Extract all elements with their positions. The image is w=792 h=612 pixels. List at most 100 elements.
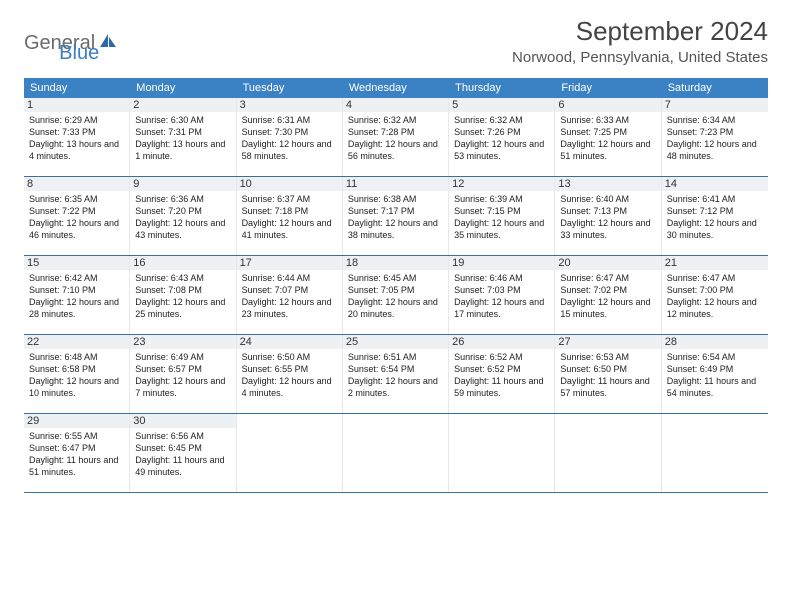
week-row: 29Sunrise: 6:55 AMSunset: 6:47 PMDayligh… xyxy=(24,414,768,493)
daylight-line: Daylight: 13 hours and 1 minute. xyxy=(135,138,230,162)
weekday-header-cell: Tuesday xyxy=(237,78,343,98)
sunrise-line: Sunrise: 6:31 AM xyxy=(242,114,337,126)
weekday-header-row: SundayMondayTuesdayWednesdayThursdayFrid… xyxy=(24,78,768,98)
daylight-line: Daylight: 11 hours and 49 minutes. xyxy=(135,454,230,478)
sunset-line: Sunset: 7:26 PM xyxy=(454,126,549,138)
sunset-line: Sunset: 7:23 PM xyxy=(667,126,763,138)
day-number: 12 xyxy=(449,177,554,191)
daylight-line: Daylight: 12 hours and 35 minutes. xyxy=(454,217,549,241)
week-row: 15Sunrise: 6:42 AMSunset: 7:10 PMDayligh… xyxy=(24,256,768,335)
sunrise-line: Sunrise: 6:40 AM xyxy=(560,193,655,205)
day-cell: 17Sunrise: 6:44 AMSunset: 7:07 PMDayligh… xyxy=(237,256,343,334)
sunset-line: Sunset: 7:31 PM xyxy=(135,126,230,138)
sunset-line: Sunset: 7:28 PM xyxy=(348,126,443,138)
day-number: 11 xyxy=(343,177,448,191)
sunrise-line: Sunrise: 6:42 AM xyxy=(29,272,124,284)
header: General Blue September 2024 Norwood, Pen… xyxy=(0,0,792,70)
daylight-line: Daylight: 12 hours and 15 minutes. xyxy=(560,296,655,320)
sunset-line: Sunset: 7:02 PM xyxy=(560,284,655,296)
day-cell: 6Sunrise: 6:33 AMSunset: 7:25 PMDaylight… xyxy=(555,98,661,176)
day-cell: 25Sunrise: 6:51 AMSunset: 6:54 PMDayligh… xyxy=(343,335,449,413)
day-cell: 3Sunrise: 6:31 AMSunset: 7:30 PMDaylight… xyxy=(237,98,343,176)
day-number: 17 xyxy=(237,256,342,270)
sunrise-line: Sunrise: 6:38 AM xyxy=(348,193,443,205)
location-text: Norwood, Pennsylvania, United States xyxy=(512,49,768,66)
sunset-line: Sunset: 7:30 PM xyxy=(242,126,337,138)
sunset-line: Sunset: 7:15 PM xyxy=(454,205,549,217)
day-cell: 29Sunrise: 6:55 AMSunset: 6:47 PMDayligh… xyxy=(24,414,130,492)
sunrise-line: Sunrise: 6:35 AM xyxy=(29,193,124,205)
sunset-line: Sunset: 6:50 PM xyxy=(560,363,655,375)
day-cell: 8Sunrise: 6:35 AMSunset: 7:22 PMDaylight… xyxy=(24,177,130,255)
daylight-line: Daylight: 12 hours and 7 minutes. xyxy=(135,375,230,399)
sunrise-line: Sunrise: 6:29 AM xyxy=(29,114,124,126)
sunrise-line: Sunrise: 6:55 AM xyxy=(29,430,124,442)
weekday-header-cell: Saturday xyxy=(662,78,768,98)
day-cell: 26Sunrise: 6:52 AMSunset: 6:52 PMDayligh… xyxy=(449,335,555,413)
sunrise-line: Sunrise: 6:32 AM xyxy=(348,114,443,126)
sunset-line: Sunset: 7:13 PM xyxy=(560,205,655,217)
sunset-line: Sunset: 7:20 PM xyxy=(135,205,230,217)
daylight-line: Daylight: 12 hours and 25 minutes. xyxy=(135,296,230,320)
day-number: 6 xyxy=(555,98,660,112)
daylight-line: Daylight: 12 hours and 2 minutes. xyxy=(348,375,443,399)
sunrise-line: Sunrise: 6:54 AM xyxy=(667,351,763,363)
daylight-line: Daylight: 12 hours and 12 minutes. xyxy=(667,296,763,320)
sunset-line: Sunset: 7:07 PM xyxy=(242,284,337,296)
day-cell: 22Sunrise: 6:48 AMSunset: 6:58 PMDayligh… xyxy=(24,335,130,413)
daylight-line: Daylight: 12 hours and 10 minutes. xyxy=(29,375,124,399)
day-cell: 7Sunrise: 6:34 AMSunset: 7:23 PMDaylight… xyxy=(662,98,768,176)
day-cell: 24Sunrise: 6:50 AMSunset: 6:55 PMDayligh… xyxy=(237,335,343,413)
weekday-header-cell: Sunday xyxy=(24,78,130,98)
day-cell: 4 Sunrise: 6:32 AMSunset: 7:28 PMDaylight… xyxy=(343,98,449,176)
day-number: 1 xyxy=(24,98,129,112)
day-number: 20 xyxy=(555,256,660,270)
day-cell: 13Sunrise: 6:40 AMSunset: 7:13 PMDayligh… xyxy=(555,177,661,255)
week-row: 8Sunrise: 6:35 AMSunset: 7:22 PMDaylight… xyxy=(24,177,768,256)
day-number: 21 xyxy=(662,256,768,270)
empty-day-cell xyxy=(555,414,661,492)
daylight-line: Daylight: 12 hours and 56 minutes. xyxy=(348,138,443,162)
day-cell: 23Sunrise: 6:49 AMSunset: 6:57 PMDayligh… xyxy=(130,335,236,413)
empty-day-cell xyxy=(237,414,343,492)
logo-sail-icon xyxy=(99,33,117,54)
day-number: 2 xyxy=(130,98,235,112)
sunrise-line: Sunrise: 6:49 AM xyxy=(135,351,230,363)
sunset-line: Sunset: 7:12 PM xyxy=(667,205,763,217)
sunset-line: Sunset: 7:03 PM xyxy=(454,284,549,296)
sunset-line: Sunset: 6:55 PM xyxy=(242,363,337,375)
day-number: 13 xyxy=(555,177,660,191)
daylight-line: Daylight: 12 hours and 17 minutes. xyxy=(454,296,549,320)
week-row: 1Sunrise: 6:29 AMSunset: 7:33 PMDaylight… xyxy=(24,98,768,177)
sunrise-line: Sunrise: 6:48 AM xyxy=(29,351,124,363)
sunset-line: Sunset: 7:25 PM xyxy=(560,126,655,138)
daylight-line: Daylight: 13 hours and 4 minutes. xyxy=(29,138,124,162)
sunset-line: Sunset: 6:47 PM xyxy=(29,442,124,454)
day-cell: 12Sunrise: 6:39 AMSunset: 7:15 PMDayligh… xyxy=(449,177,555,255)
daylight-line: Daylight: 12 hours and 53 minutes. xyxy=(454,138,549,162)
day-number: 4 xyxy=(343,98,448,112)
sunrise-line: Sunrise: 6:41 AM xyxy=(667,193,763,205)
day-cell: 11Sunrise: 6:38 AMSunset: 7:17 PMDayligh… xyxy=(343,177,449,255)
day-number: 5 xyxy=(449,98,554,112)
day-cell: 27Sunrise: 6:53 AMSunset: 6:50 PMDayligh… xyxy=(555,335,661,413)
calendar: SundayMondayTuesdayWednesdayThursdayFrid… xyxy=(24,78,768,493)
day-number: 10 xyxy=(237,177,342,191)
weekday-header-cell: Friday xyxy=(555,78,661,98)
weeks-container: 1Sunrise: 6:29 AMSunset: 7:33 PMDaylight… xyxy=(24,98,768,493)
sunrise-line: Sunrise: 6:30 AM xyxy=(135,114,230,126)
sunrise-line: Sunrise: 6:47 AM xyxy=(560,272,655,284)
weekday-header-cell: Wednesday xyxy=(343,78,449,98)
sunrise-line: Sunrise: 6:52 AM xyxy=(454,351,549,363)
sunrise-line: Sunrise: 6:46 AM xyxy=(454,272,549,284)
day-cell: 21Sunrise: 6:47 AMSunset: 7:00 PMDayligh… xyxy=(662,256,768,334)
daylight-line: Daylight: 11 hours and 51 minutes. xyxy=(29,454,124,478)
day-number: 23 xyxy=(130,335,235,349)
day-cell: 28Sunrise: 6:54 AMSunset: 6:49 PMDayligh… xyxy=(662,335,768,413)
daylight-line: Daylight: 11 hours and 54 minutes. xyxy=(667,375,763,399)
day-number: 16 xyxy=(130,256,235,270)
sunrise-line: Sunrise: 6:33 AM xyxy=(560,114,655,126)
title-block: September 2024 Norwood, Pennsylvania, Un… xyxy=(512,16,768,66)
daylight-line: Daylight: 12 hours and 41 minutes. xyxy=(242,217,337,241)
day-number: 22 xyxy=(24,335,129,349)
